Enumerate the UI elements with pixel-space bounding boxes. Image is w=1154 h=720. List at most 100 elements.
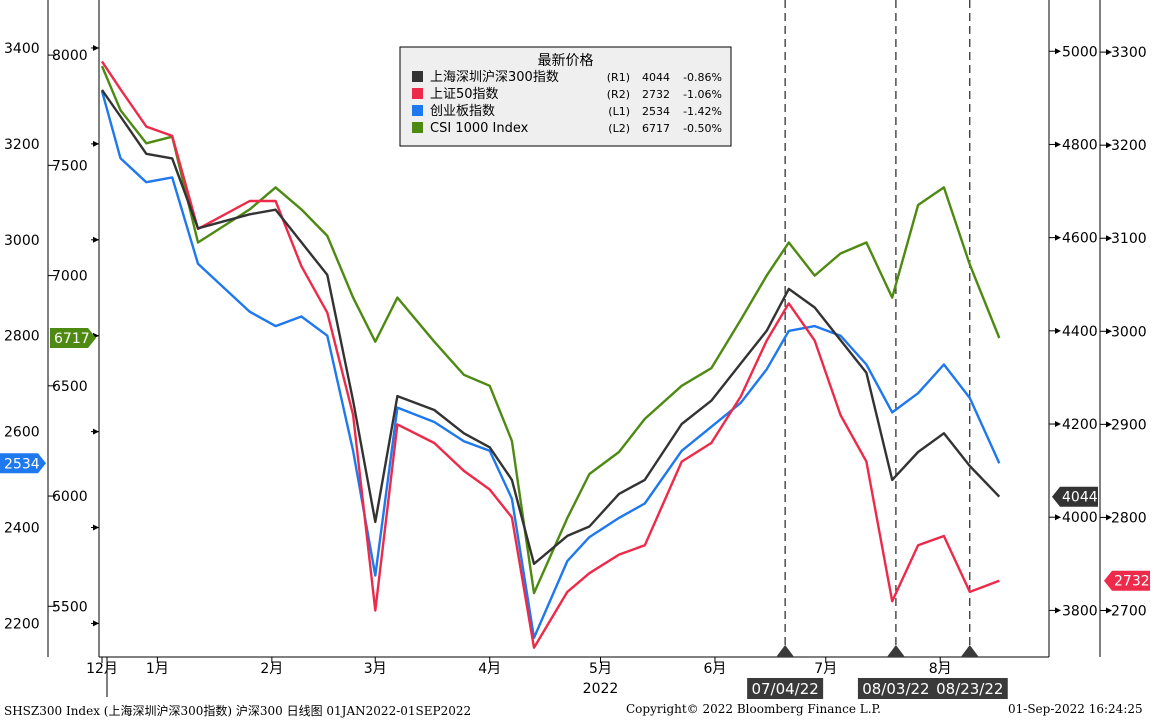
y-tick-label-left-inner: 5500 xyxy=(52,599,88,615)
legend-series-name: 创业板指数 xyxy=(430,104,495,119)
legend-last-value: 6717 xyxy=(642,122,670,135)
legend-last-value: 2732 xyxy=(642,88,670,101)
y-tick-arrow xyxy=(1055,234,1061,241)
y-tick-label-left-outer: 2400 xyxy=(4,521,40,537)
y-tick-label-left-outer: 3000 xyxy=(4,233,40,249)
event-label-box xyxy=(747,678,824,699)
y-tick-label-right-outer: 3300 xyxy=(1111,45,1147,61)
series-lines xyxy=(100,60,1001,649)
x-tick-label: 4月 xyxy=(478,661,501,677)
legend-change: -1.42% xyxy=(683,105,722,118)
legend-change: -0.86% xyxy=(683,71,722,84)
x-tick-label: 8月 xyxy=(929,661,952,677)
last-value-badge xyxy=(1104,570,1150,591)
y-tick-label-right-outer: 2700 xyxy=(1111,603,1147,619)
event-label: 07/04/22 xyxy=(751,680,818,698)
y-tick-arrow xyxy=(1055,48,1061,55)
series-line-2 xyxy=(100,90,1001,639)
legend-series-name: 上证50指数 xyxy=(430,87,499,102)
last-value-label: 4044 xyxy=(1062,490,1098,506)
y-tick-arrow xyxy=(1055,421,1061,428)
x-tick-label: 2月 xyxy=(260,661,283,677)
series-line-0 xyxy=(101,89,1001,565)
y-tick-label-left-inner: 6500 xyxy=(52,379,88,395)
last-value-badge xyxy=(0,453,46,474)
event-triangle xyxy=(886,645,905,657)
legend-axis: (L2) xyxy=(608,122,630,135)
y-tick-arrow xyxy=(1106,142,1112,149)
x-tick-label: 7月 xyxy=(814,661,837,677)
event-triangle xyxy=(960,645,979,657)
event-label-box xyxy=(857,678,934,699)
y-tick-label-right-outer: 3100 xyxy=(1111,231,1147,247)
y-tick-arrow xyxy=(1055,327,1061,334)
y-tick-label-left-outer: 2600 xyxy=(4,425,40,441)
footer-copyright: Copyright© 2022 Bloomberg Finance L.P. xyxy=(626,702,881,716)
x-year-label: 2022 xyxy=(583,681,619,697)
x-tick-label: 1月 xyxy=(146,661,169,677)
footer-left: SHSZ300 Index (上海深圳沪深300指数) 沪深300 日线图 01… xyxy=(4,704,472,718)
y-tick-arrow xyxy=(1055,607,1061,614)
y-tick-label-right-inner: 4200 xyxy=(1062,417,1098,433)
y-tick-arrow xyxy=(1055,514,1061,521)
legend-change: -0.50% xyxy=(683,122,722,135)
footer-timestamp: 01-Sep-2022 16:24:25 xyxy=(1008,702,1143,716)
last-value-label: 2534 xyxy=(4,456,40,472)
event-triangle xyxy=(776,645,795,657)
y-tick-label-right-inner: 4600 xyxy=(1062,231,1098,247)
y-tick-arrow xyxy=(93,620,99,627)
x-tick-label: 3月 xyxy=(364,661,387,677)
x-tick-label: 5月 xyxy=(589,661,612,677)
y-tick-arrow xyxy=(1106,49,1112,56)
y-tick-arrow xyxy=(1106,421,1112,428)
last-value-badges: 4044 2732 2534 6717 xyxy=(0,327,1150,591)
series-line-1 xyxy=(100,60,1000,649)
legend-series-name: 上海深圳沪深300指数 xyxy=(430,69,559,85)
y-tick-label-right-outer: 2800 xyxy=(1111,510,1147,526)
legend-last-value: 4044 xyxy=(642,71,670,84)
y-tick-arrow xyxy=(1106,514,1112,521)
x-tick-label: 12月 xyxy=(86,661,118,677)
y-tick-label-left-outer: 3400 xyxy=(4,41,40,57)
legend-swatch xyxy=(412,88,423,99)
last-value-badge xyxy=(1052,486,1098,507)
event-markers: 07/04/22 08/03/22 08/23/22 xyxy=(747,0,1008,699)
legend-box xyxy=(399,46,732,147)
y-tick-label-right-outer: 2900 xyxy=(1111,417,1147,433)
y-tick-arrow xyxy=(1106,607,1112,614)
y-tick-arrow xyxy=(1106,328,1112,335)
y-tick-label-right-outer: 3000 xyxy=(1111,324,1147,340)
y-tick-label-right-inner: 4400 xyxy=(1062,324,1098,340)
last-value-label: 6717 xyxy=(54,331,90,347)
event-label-box xyxy=(931,678,1008,699)
last-value-label: 2732 xyxy=(1114,574,1150,590)
axes: 2200 2400 2600 2800 3000 3200 3400 5500 6000 6500… xyxy=(4,0,1147,697)
y-tick-label-left-outer: 3200 xyxy=(4,137,40,153)
y-tick-label-left-outer: 2200 xyxy=(4,616,40,632)
y-tick-label-right-inner: 5000 xyxy=(1062,44,1098,60)
legend-swatch xyxy=(412,122,423,133)
y-tick-label-left-inner: 7500 xyxy=(52,158,88,174)
legend-change: -1.06% xyxy=(683,88,722,101)
y-tick-arrow xyxy=(93,236,99,243)
last-value-badge xyxy=(50,327,96,348)
y-tick-label-left-inner: 8000 xyxy=(52,48,88,64)
legend-axis: (R1) xyxy=(607,71,630,84)
y-tick-label-right-outer: 3200 xyxy=(1111,138,1147,154)
event-label: 08/03/22 xyxy=(862,680,929,698)
legend-swatch xyxy=(412,105,423,116)
y-tick-arrow xyxy=(93,524,99,531)
legend-axis: (L1) xyxy=(608,105,630,118)
y-tick-arrow xyxy=(93,428,99,435)
y-tick-label-left-outer: 2800 xyxy=(4,329,40,345)
y-tick-arrow xyxy=(93,140,99,147)
y-tick-label-right-inner: 3800 xyxy=(1062,603,1098,619)
event-label: 08/23/22 xyxy=(936,680,1003,698)
legend-axis: (R2) xyxy=(607,88,630,101)
y-tick-arrow xyxy=(1106,235,1112,242)
y-tick-label-left-inner: 6000 xyxy=(52,489,88,505)
y-tick-label-left-inner: 7000 xyxy=(52,269,88,285)
series-line-3 xyxy=(100,65,1001,595)
